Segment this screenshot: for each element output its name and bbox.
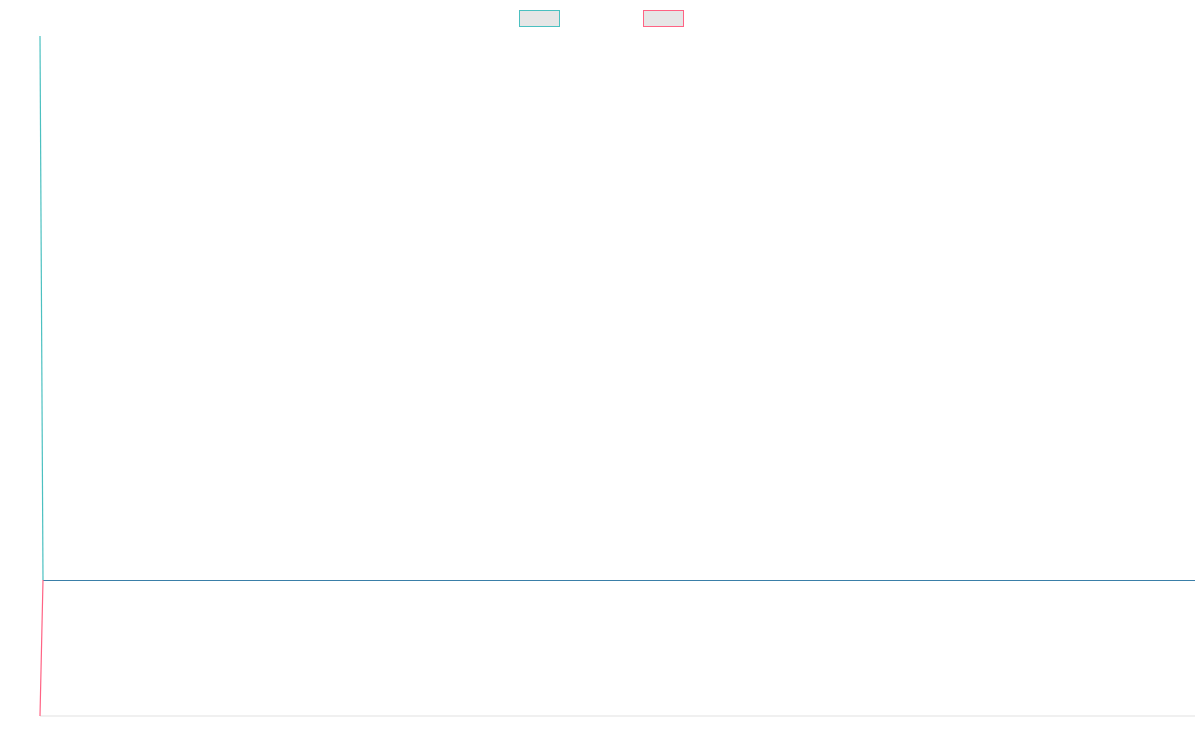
legend-swatch-series-1[interactable] — [519, 10, 560, 27]
series-1-line — [39, 35, 44, 581]
chart-series — [39, 35, 44, 717]
series-2-line — [39, 579, 44, 717]
legend-swatch-series-2[interactable] — [643, 10, 684, 27]
chart-legend — [519, 10, 684, 27]
